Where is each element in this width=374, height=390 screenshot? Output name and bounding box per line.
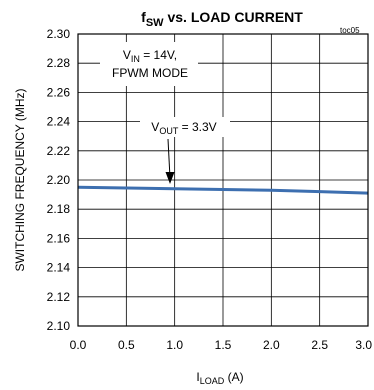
- y-tick-label: 2.16: [47, 231, 71, 245]
- condition-line-1-sub: IN: [131, 54, 140, 64]
- vout-label-background: [140, 117, 230, 137]
- x-tick-label: 0.5: [118, 338, 135, 352]
- vout-label-rest: = 3.3V: [178, 120, 216, 134]
- x-tick-label: 1.5: [215, 338, 232, 352]
- chart-title-sub: SW: [146, 17, 164, 29]
- condition-line-1-main: V: [123, 48, 131, 62]
- x-tick-label: 0.0: [70, 338, 87, 352]
- x-tick-label: 2.0: [263, 338, 280, 352]
- y-tick-labels: 2.10 2.12 2.14 2.16 2.18 2.20 2.22 2.24 2.26 2.28…: [47, 27, 71, 333]
- x-axis-label: ILOAD (A): [196, 370, 243, 386]
- x-axis-label-sub: LOAD: [200, 376, 225, 386]
- x-tick-labels: 0.0 0.5 1.0 1.5 2.0 2.5 3.0: [70, 338, 373, 352]
- chart-title: fSW vs. LOAD CURRENT: [141, 9, 303, 29]
- x-axis-label-main: I: [196, 370, 199, 384]
- y-tick-label: 2.20: [47, 173, 71, 187]
- y-tick-label: 2.18: [47, 202, 71, 216]
- vout-label-main: V: [151, 120, 159, 134]
- chart-title-main: f: [141, 9, 146, 25]
- x-tick-label: 1.0: [166, 338, 183, 352]
- vout-label: VOUT = 3.3V: [151, 120, 216, 136]
- vout-arrow-line: [167, 138, 171, 179]
- vout-arrow-head: [165, 172, 175, 184]
- condition-line-2: FPWM MODE: [112, 66, 188, 80]
- y-tick-label: 2.30: [47, 27, 71, 41]
- chart-title-rest: vs. LOAD CURRENT: [164, 9, 304, 25]
- y-tick-label: 2.26: [47, 85, 71, 99]
- x-tick-label: 3.0: [355, 338, 372, 352]
- y-tick-label: 2.14: [47, 261, 71, 275]
- x-axis-label-unit: (A): [224, 370, 243, 384]
- condition-line-1-rest: = 14V,: [140, 48, 177, 62]
- y-tick-label: 2.12: [47, 290, 71, 304]
- plot-frame: [77, 33, 369, 327]
- y-tick-label: 2.24: [47, 115, 71, 129]
- series-line: [77, 185, 369, 195]
- series-layer: [77, 185, 369, 195]
- condition-line-1: VIN = 14V,: [123, 48, 177, 64]
- y-tick-label: 2.10: [47, 319, 71, 333]
- condition-label-background: [100, 42, 198, 86]
- y-tick-label: 2.22: [47, 144, 71, 158]
- vout-label-sub: OUT: [159, 126, 179, 136]
- x-tick-label: 2.5: [311, 338, 328, 352]
- y-tick-label: 2.28: [47, 56, 71, 70]
- y-axis-label: SWITCHING FREQUENCY (MHz): [13, 88, 27, 271]
- figure-id: toc05: [340, 26, 360, 35]
